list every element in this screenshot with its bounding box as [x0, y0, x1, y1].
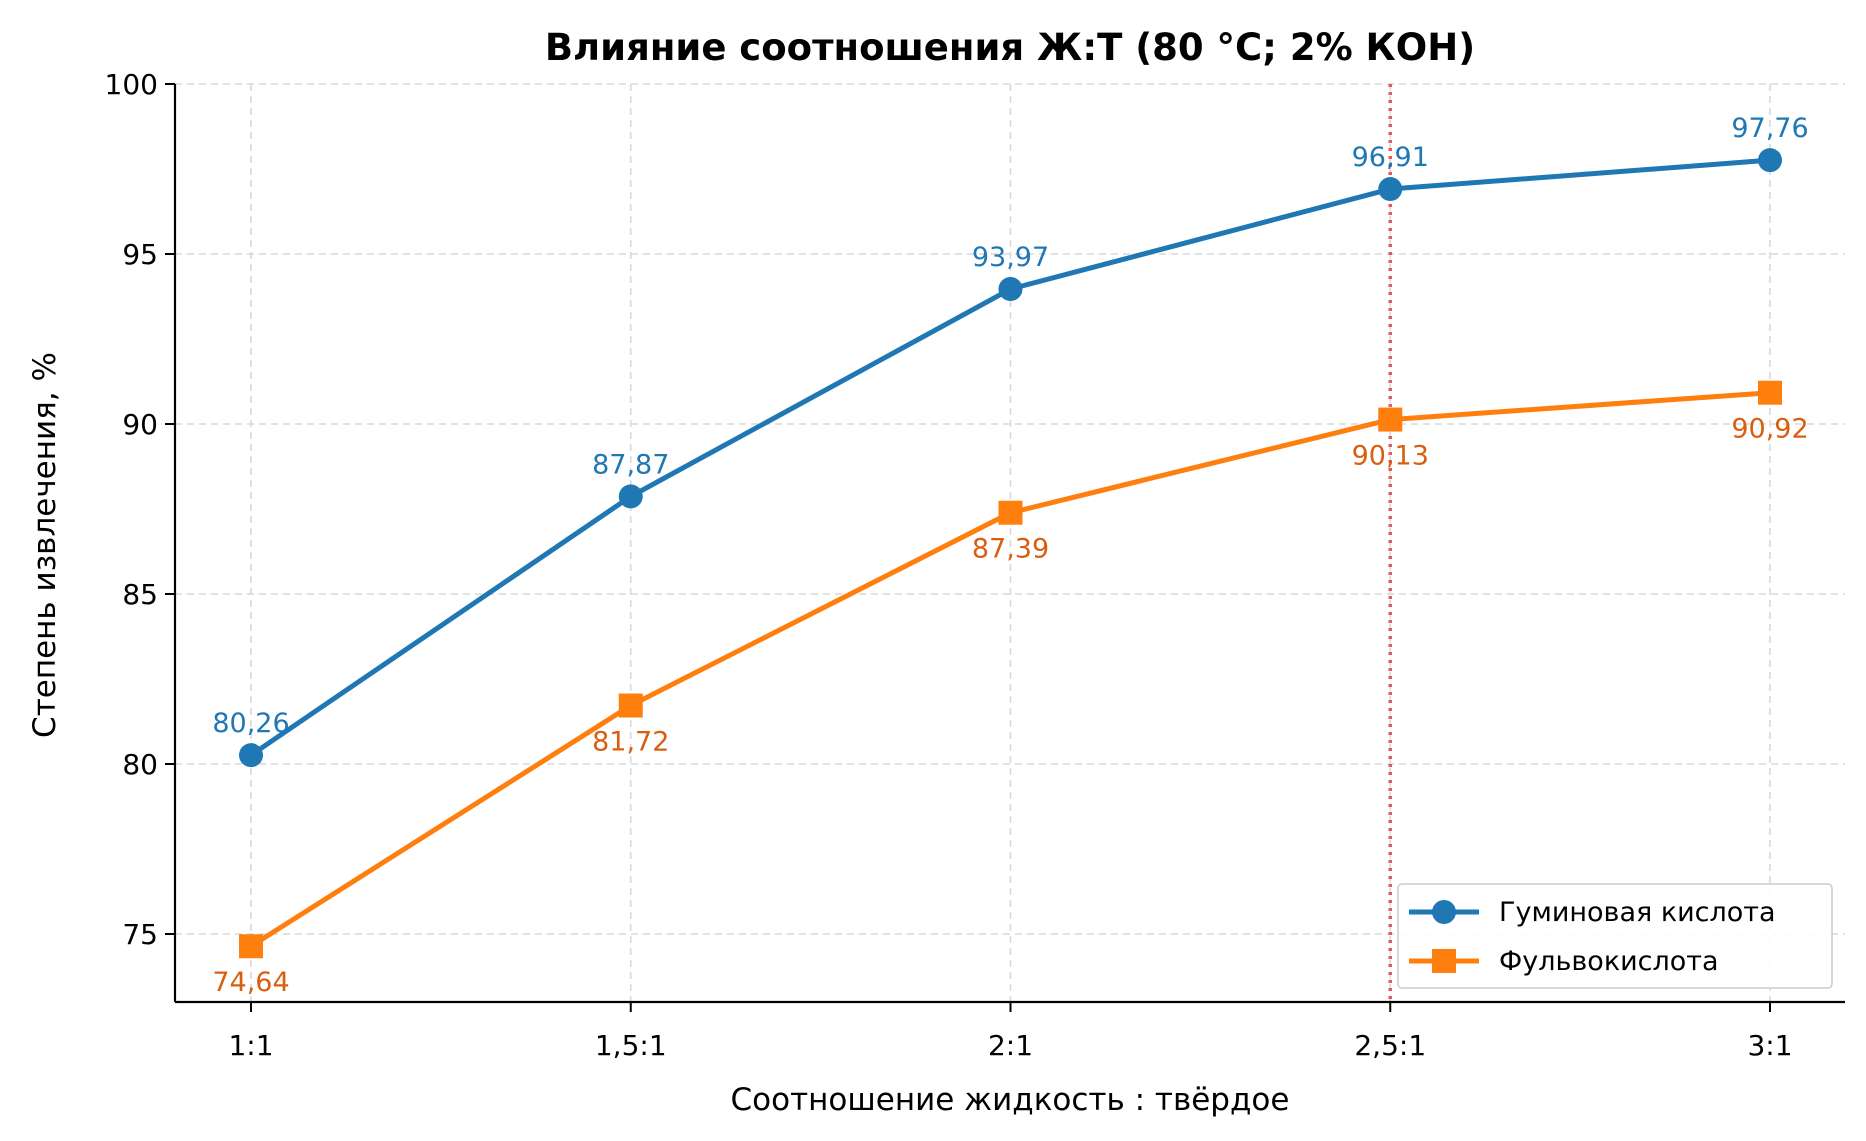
legend-label: Фульвокислота — [1499, 946, 1719, 977]
data-point — [239, 934, 263, 959]
data-point — [998, 500, 1023, 525]
y-tick-label: 90 — [122, 408, 158, 441]
data-point — [618, 484, 643, 509]
data-label: 87,87 — [592, 449, 669, 480]
data-label: 93,97 — [972, 242, 1049, 273]
data-label: 80,26 — [212, 708, 289, 739]
data-label: 81,72 — [592, 727, 669, 758]
data-point — [1758, 148, 1782, 173]
data-point — [1378, 407, 1403, 432]
data-point — [618, 693, 643, 718]
y-axis-label: Степень извлечения, % — [27, 352, 63, 738]
y-tick-label: 95 — [122, 238, 158, 271]
x-tick-label: 3:1 — [1747, 1029, 1792, 1062]
legend-marker — [1432, 900, 1456, 924]
data-label: 90,92 — [1731, 414, 1808, 445]
y-tick-label: 85 — [122, 578, 158, 611]
legend-marker — [1432, 949, 1456, 973]
data-label: 87,39 — [972, 534, 1049, 565]
y-tick-label: 80 — [122, 748, 158, 781]
legend-label: Гуминовая кислота — [1499, 897, 1776, 928]
x-tick-label: 1,5:1 — [595, 1029, 667, 1062]
data-point — [1378, 177, 1403, 202]
data-labels: 80,26 87,87 93,97 96,91 97,76 74,64 81,72 87,39… — [212, 113, 1808, 998]
legend: Гуминовая кислота Фульвокислота — [1397, 883, 1833, 989]
x-tick-label: 1:1 — [228, 1029, 273, 1062]
data-label: 74,64 — [212, 967, 289, 998]
y-tick-label: 75 — [122, 918, 158, 951]
chart-title: Влияние соотношения Ж:Т (80 °C; 2% КОН) — [545, 26, 1475, 69]
ticks: 75 80 85 90 95 100 1:1 1,5:1 2:1 2,5:1 3:1 — [105, 68, 1793, 1062]
data-point — [239, 743, 263, 768]
legend-box — [1397, 883, 1833, 989]
data-label: 96,91 — [1352, 142, 1429, 173]
x-tick-label: 2:1 — [988, 1029, 1033, 1062]
y-tick-label: 100 — [105, 68, 158, 101]
data-label: 90,13 — [1352, 441, 1429, 472]
series-line-1 — [249, 390, 1771, 949]
x-tick-label: 2,5:1 — [1354, 1029, 1426, 1062]
series-layer — [239, 148, 1782, 959]
x-axis-label: Соотношение жидкость : твёрдое — [731, 1082, 1290, 1118]
data-label: 97,76 — [1731, 113, 1808, 144]
data-point — [998, 277, 1023, 302]
data-point — [1758, 380, 1782, 405]
